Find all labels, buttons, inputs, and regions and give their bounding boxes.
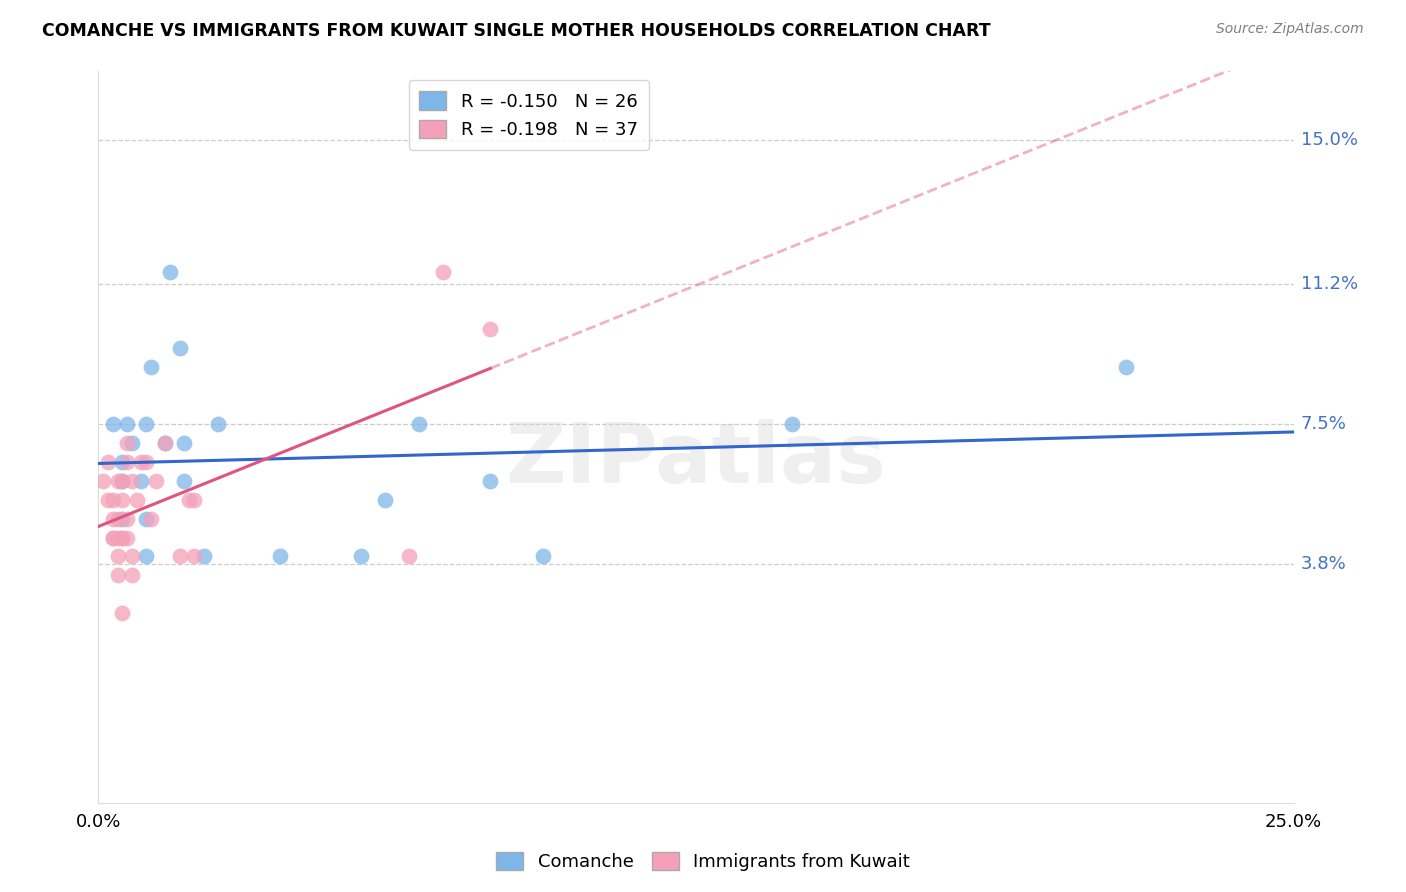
Point	[111, 474, 134, 488]
Point	[111, 607, 134, 621]
Point	[432, 265, 454, 279]
Point	[111, 511, 134, 525]
Point	[121, 474, 143, 488]
Point	[135, 549, 157, 564]
Point	[159, 265, 181, 279]
Point	[101, 531, 124, 545]
Point	[183, 549, 205, 564]
Point	[121, 435, 143, 450]
Point	[179, 492, 201, 507]
Point	[115, 435, 138, 450]
Text: COMANCHE VS IMMIGRANTS FROM KUWAIT SINGLE MOTHER HOUSEHOLDS CORRELATION CHART: COMANCHE VS IMMIGRANTS FROM KUWAIT SINGL…	[42, 22, 991, 40]
Point	[398, 549, 420, 564]
Point	[135, 511, 157, 525]
Point	[145, 474, 167, 488]
Text: 15.0%: 15.0%	[1301, 130, 1358, 149]
Point	[207, 417, 229, 431]
Point	[169, 549, 191, 564]
Point	[408, 417, 430, 431]
Point	[107, 568, 129, 582]
Point	[115, 455, 138, 469]
Point	[479, 322, 502, 336]
Point	[97, 492, 120, 507]
Text: Source: ZipAtlas.com: Source: ZipAtlas.com	[1216, 22, 1364, 37]
Point	[169, 341, 191, 355]
Point	[350, 549, 373, 564]
Point	[121, 568, 143, 582]
Point	[115, 511, 138, 525]
Point	[1115, 359, 1137, 374]
Point	[107, 474, 129, 488]
Point	[97, 455, 120, 469]
Point	[101, 511, 124, 525]
Point	[780, 417, 803, 431]
Point	[135, 455, 157, 469]
Point	[531, 549, 554, 564]
Text: 3.8%: 3.8%	[1301, 555, 1347, 573]
Point	[101, 531, 124, 545]
Point	[135, 417, 157, 431]
Point	[91, 474, 114, 488]
Point	[173, 474, 195, 488]
Point	[183, 492, 205, 507]
Point	[131, 474, 153, 488]
Point	[173, 435, 195, 450]
Text: 7.5%: 7.5%	[1301, 415, 1347, 433]
Legend: R = -0.150   N = 26, R = -0.198   N = 37: R = -0.150 N = 26, R = -0.198 N = 37	[409, 80, 648, 150]
Text: 11.2%: 11.2%	[1301, 275, 1358, 293]
Point	[101, 492, 124, 507]
Point	[139, 511, 162, 525]
Point	[125, 492, 148, 507]
Point	[101, 417, 124, 431]
Point	[111, 474, 134, 488]
Point	[269, 549, 291, 564]
Point	[139, 359, 162, 374]
Legend: Comanche, Immigrants from Kuwait: Comanche, Immigrants from Kuwait	[489, 845, 917, 879]
Point	[479, 474, 502, 488]
Point	[121, 549, 143, 564]
Text: ZIPatlas: ZIPatlas	[506, 418, 886, 500]
Point	[115, 531, 138, 545]
Point	[111, 531, 134, 545]
Point	[155, 435, 177, 450]
Point	[107, 511, 129, 525]
Point	[374, 492, 396, 507]
Point	[111, 531, 134, 545]
Point	[155, 435, 177, 450]
Point	[111, 455, 134, 469]
Point	[131, 455, 153, 469]
Point	[107, 531, 129, 545]
Point	[111, 492, 134, 507]
Point	[193, 549, 215, 564]
Point	[107, 549, 129, 564]
Point	[115, 417, 138, 431]
